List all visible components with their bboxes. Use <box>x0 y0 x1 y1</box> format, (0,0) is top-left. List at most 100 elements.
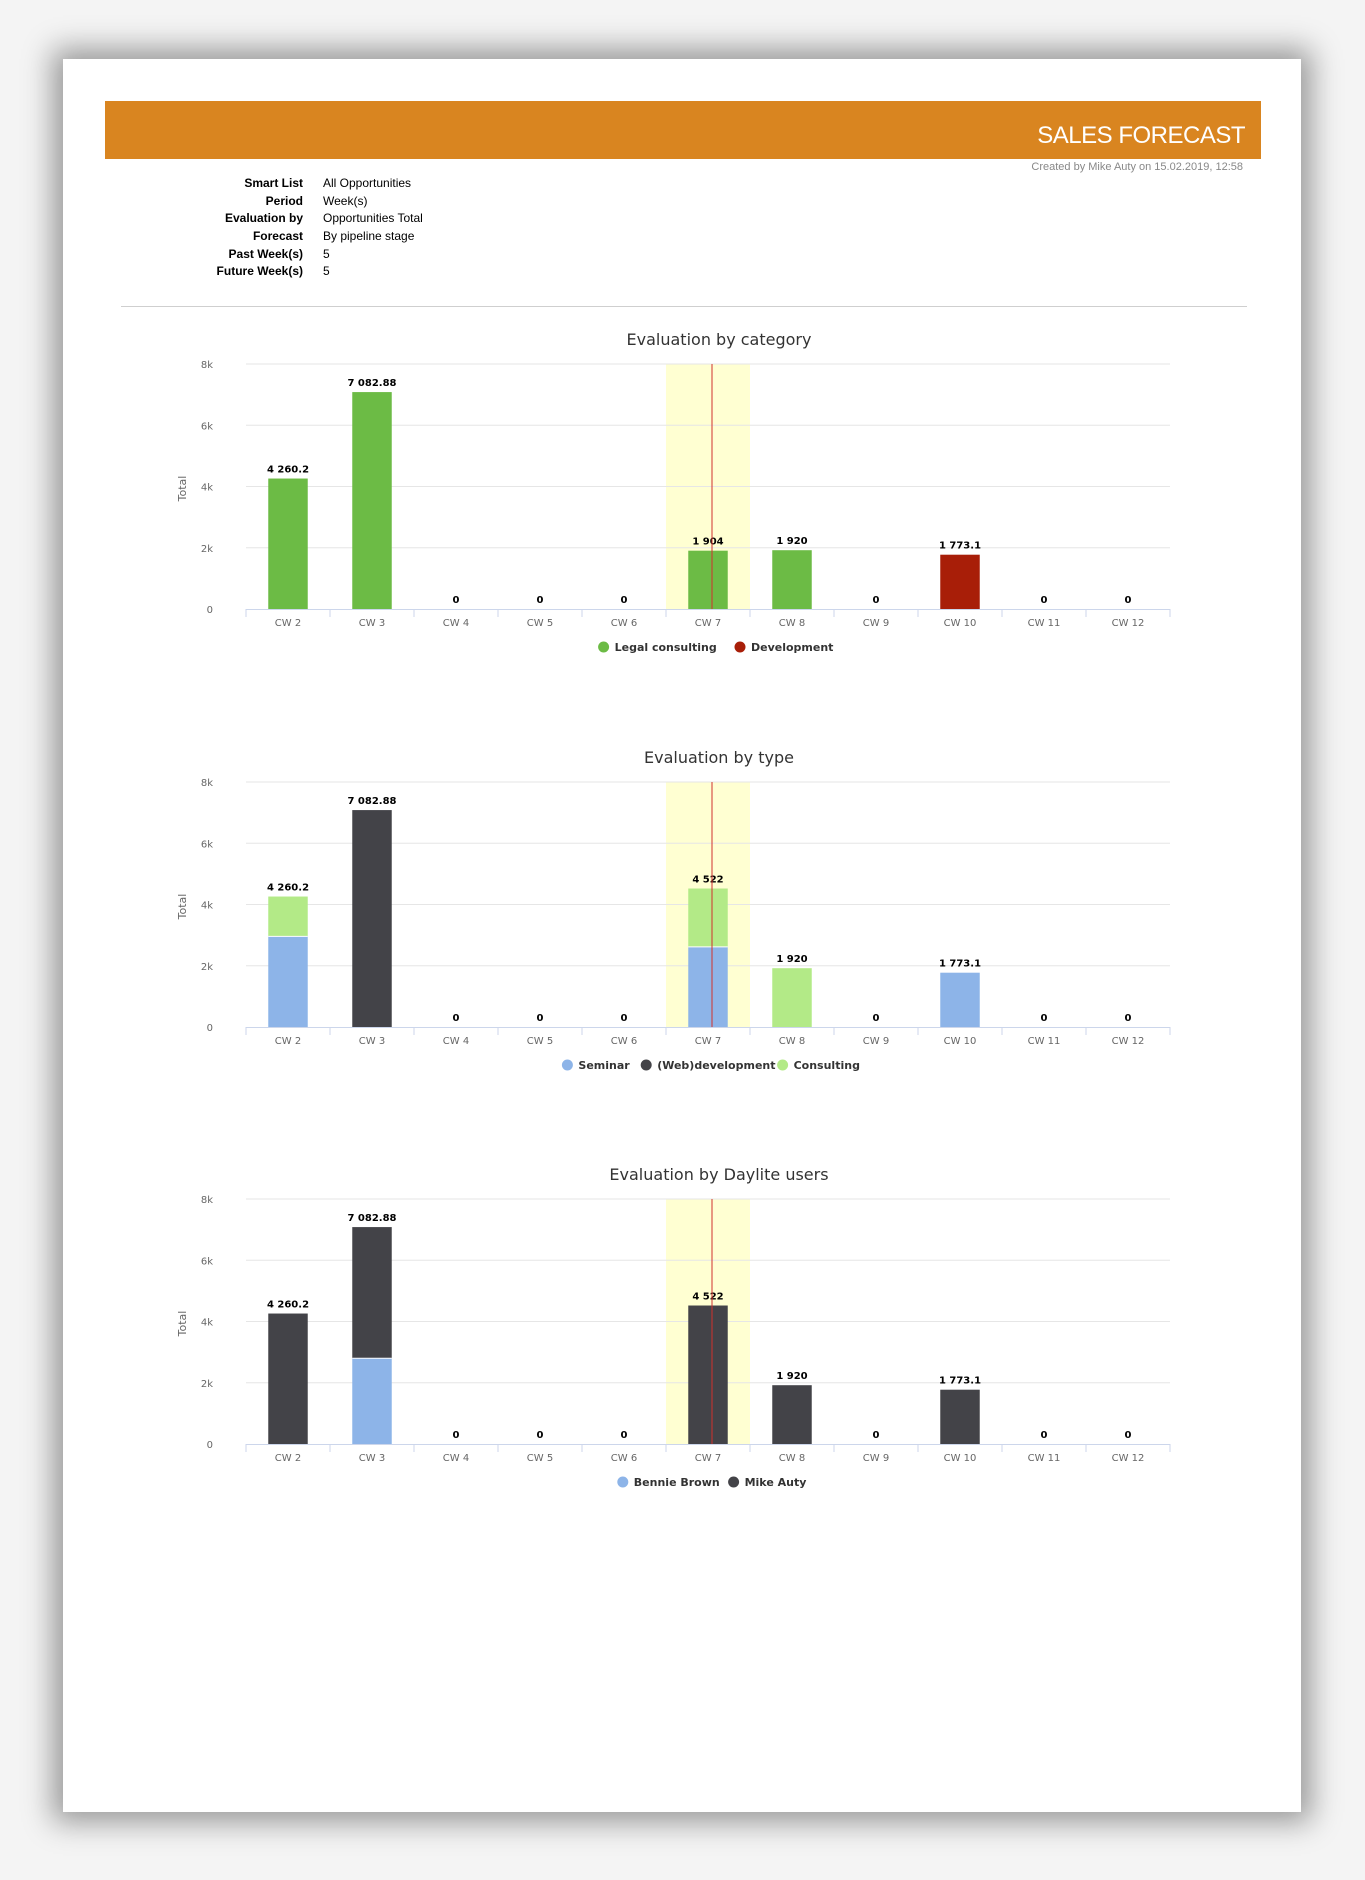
x-tick-label: CW 10 <box>944 618 977 629</box>
bar-mike-auty <box>352 1227 392 1359</box>
data-label: 0 <box>453 595 460 606</box>
param-label: Forecast <box>252 229 303 244</box>
x-tick-label: CW 9 <box>863 1036 889 1047</box>
chart-evaluation-by-daylite-users: Evaluation by Daylite users 0 2k 4k 6k 8k Tota… <box>123 1146 1283 1564</box>
bar-legal-consulting <box>688 550 728 609</box>
y-tick-label: 4k <box>201 483 213 494</box>
x-tick-label: CW 2 <box>275 1036 301 1047</box>
bar-seminar <box>688 946 728 1027</box>
legend-item: Seminar <box>578 1059 630 1072</box>
x-tick-label: CW 8 <box>779 1036 805 1047</box>
x-tick-label: CW 12 <box>1112 618 1145 629</box>
chart-evaluation-by-type: Evaluation by type 0 2k 4k 6k 8k Total 4 260.2 7… <box>123 729 1283 1147</box>
x-tick-label: CW 7 <box>695 618 721 629</box>
y-axis-label: Total <box>176 476 189 503</box>
bar-legal-consulting <box>268 478 308 609</box>
data-label: 0 <box>1125 1430 1132 1441</box>
x-tick-label: CW 5 <box>527 618 553 629</box>
data-label: 1 773.1 <box>939 959 981 970</box>
x-tick-label: CW 8 <box>779 618 805 629</box>
data-label: 0 <box>1041 595 1048 606</box>
x-tick-label: CW 3 <box>359 1036 385 1047</box>
report-banner: SALES FORECAST <box>105 101 1261 159</box>
x-tick-label: CW 10 <box>944 1453 977 1464</box>
chart-title: Evaluation by type <box>644 748 794 767</box>
chart-svg: Evaluation by Daylite users 0 2k 4k 6k 8k Tota… <box>176 1165 1171 1489</box>
chart-evaluation-by-category: Evaluation by category 0 2k 4k 6k 8k Total 4 26… <box>123 311 1283 729</box>
bar-mike-auty <box>940 1389 980 1444</box>
x-tick-label: CW 7 <box>695 1453 721 1464</box>
y-tick-label: 8k <box>201 778 213 789</box>
x-tick-label: CW 3 <box>359 1453 385 1464</box>
x-tick-label: CW 4 <box>443 618 469 629</box>
chart-title: Evaluation by Daylite users <box>609 1165 828 1184</box>
legend-marker <box>734 641 746 653</box>
data-label: 0 <box>873 1013 880 1024</box>
y-tick-label: 2k <box>201 544 213 555</box>
legend-item: Consulting <box>794 1059 860 1072</box>
x-tick-label: CW 5 <box>527 1453 553 1464</box>
y-tick-label: 6k <box>201 1256 213 1267</box>
data-label: 1 773.1 <box>939 541 981 552</box>
chart-svg: Evaluation by type 0 2k 4k 6k 8k Total 4 260.2 7… <box>176 748 1171 1072</box>
data-label: 0 <box>1041 1013 1048 1024</box>
data-label: 7 082.88 <box>347 378 396 389</box>
x-tick-label: CW 4 <box>443 1036 469 1047</box>
legend-marker <box>640 1059 652 1071</box>
data-label: 4 260.2 <box>267 465 309 476</box>
legend-marker <box>617 1476 629 1488</box>
x-tick-label: CW 11 <box>1028 1453 1061 1464</box>
bar-development <box>940 554 980 609</box>
bar-mike-auty <box>772 1385 812 1444</box>
data-label: 4 260.2 <box>267 883 309 894</box>
x-tick-label: CW 8 <box>779 1453 805 1464</box>
report-title: SALES FORECAST <box>1037 122 1245 149</box>
data-label: 0 <box>453 1013 460 1024</box>
y-tick-label: 0 <box>207 1440 213 1451</box>
param-label: Past Week(s) <box>228 246 303 261</box>
x-tick-label: CW 6 <box>611 1036 637 1047</box>
data-label: 4 260.2 <box>267 1300 309 1311</box>
data-label: 0 <box>537 1013 544 1024</box>
y-tick-label: 2k <box>201 1379 213 1390</box>
param-label: Future Week(s) <box>216 264 303 279</box>
y-axis-label: Total <box>176 894 189 921</box>
data-label: 1 904 <box>692 537 723 548</box>
x-tick-label: CW 6 <box>611 1453 637 1464</box>
legend-marker <box>598 641 610 653</box>
data-label: 0 <box>537 1430 544 1441</box>
x-tick-label: CW 2 <box>275 1453 301 1464</box>
bar-consulting <box>772 968 812 1027</box>
y-tick-label: 8k <box>201 360 213 371</box>
param-value: 5 <box>323 246 330 261</box>
report-page: SALES FORECAST Created by Mike Auty on 1… <box>63 59 1301 1812</box>
x-tick-label: CW 9 <box>863 618 889 629</box>
legend-item: Bennie Brown <box>634 1476 720 1489</box>
legend-item: Mike Auty <box>745 1476 807 1489</box>
y-tick-label: 8k <box>201 1195 213 1206</box>
bar-legal-consulting <box>772 550 812 609</box>
y-tick-label: 4k <box>201 1318 213 1329</box>
param-label: Smart List <box>244 176 303 190</box>
y-tick-label: 6k <box>201 839 213 850</box>
y-tick-label: 0 <box>207 605 213 616</box>
x-tick-label: CW 11 <box>1028 1036 1061 1047</box>
x-tick-label: CW 7 <box>695 1036 721 1047</box>
data-label: 0 <box>873 595 880 606</box>
data-label: 7 082.88 <box>347 1213 396 1224</box>
bar-legal-consulting <box>352 392 392 609</box>
bar-mike-auty <box>688 1305 728 1444</box>
x-tick-label: CW 11 <box>1028 618 1061 629</box>
param-value: By pipeline stage <box>323 229 415 244</box>
data-label: 0 <box>621 595 628 606</box>
data-label: 0 <box>453 1430 460 1441</box>
legend-item: Development <box>751 641 833 654</box>
data-label: 7 082.88 <box>347 796 396 807</box>
bar-seminar <box>268 936 308 1027</box>
param-label: Period <box>265 193 303 208</box>
bar-consulting <box>268 896 308 937</box>
section-divider <box>121 306 1247 307</box>
bar-mike-auty <box>268 1313 308 1444</box>
x-tick-label: CW 3 <box>359 618 385 629</box>
data-label: 1 920 <box>776 954 807 965</box>
